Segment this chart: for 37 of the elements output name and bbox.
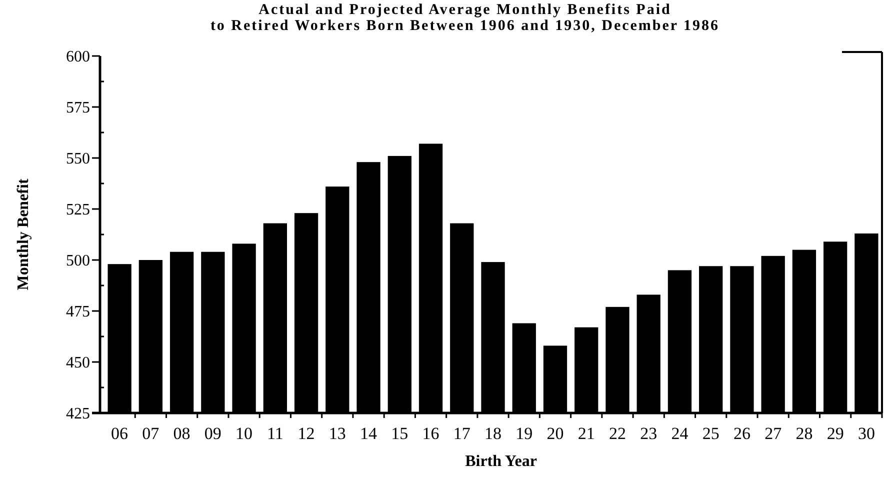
x-tick-label: 08 [173, 424, 190, 443]
x-tick-label: 27 [764, 424, 782, 443]
x-tick-label: 25 [702, 424, 720, 443]
x-tick-label: 06 [111, 424, 128, 443]
y-tick-label: 450 [66, 354, 90, 372]
x-tick-label: 10 [236, 424, 253, 443]
x-tick-label: 13 [328, 424, 346, 443]
y-tick-label: 525 [66, 202, 90, 219]
y-axis-title: Monthly Benefit [15, 178, 32, 290]
x-tick-label: 15 [391, 424, 408, 443]
y-tick-label: 600 [66, 48, 90, 66]
y-tick-label: 500 [66, 252, 90, 270]
chart-title: Actual and Projected Average Monthly Benefits Paid [258, 2, 672, 18]
x-tick-label: 14 [360, 424, 378, 443]
x-tick-label: 17 [453, 424, 471, 443]
x-tick-label: 26 [733, 424, 750, 443]
y-tick-label: 425 [66, 406, 90, 423]
x-tick-label: 12 [298, 424, 315, 443]
x-tick-label: 11 [266, 424, 284, 443]
y-tick-label: 550 [66, 150, 90, 168]
x-tick-label: 07 [142, 424, 160, 443]
x-tick-label: 18 [484, 424, 502, 443]
y-tick-label: 575 [66, 100, 90, 117]
x-tick-label: 22 [608, 424, 626, 443]
x-tick-label: 30 [858, 424, 875, 443]
x-axis-title: Birth Year [465, 453, 537, 470]
y-tick-label: 475 [66, 304, 90, 321]
x-tick-label: 23 [640, 424, 658, 443]
x-tick-label: 20 [546, 424, 564, 443]
x-tick-label: 21 [578, 424, 595, 443]
x-tick-label: 09 [204, 424, 222, 443]
x-tick-label: 16 [422, 424, 440, 443]
x-tick-label: 29 [826, 424, 844, 443]
x-tick-label: 24 [671, 424, 689, 443]
x-tick-label: 19 [516, 424, 533, 443]
chart-subtitle: to Retired Workers Born Between 1906 and 1930, December 1986 [210, 18, 720, 34]
x-tick-label: 28 [796, 424, 813, 443]
